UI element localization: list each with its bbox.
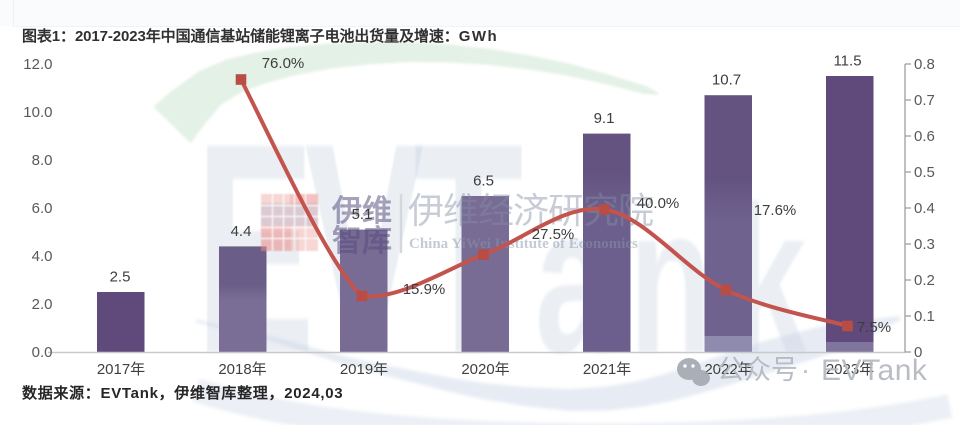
svg-text:公众号: 公众号 [717, 355, 798, 385]
svg-text:智库: 智库 [332, 225, 392, 258]
svg-text:15.9%: 15.9% [403, 281, 446, 298]
svg-text:数据来源：EVTank，伊维智库整理，2024,03: 数据来源：EVTank，伊维智库整理，2024,03 [22, 384, 343, 402]
svg-text:11.5: 11.5 [833, 53, 861, 70]
svg-text:0: 0 [914, 344, 922, 361]
svg-text:2.5: 2.5 [110, 269, 131, 286]
svg-text:0.0: 0.0 [32, 344, 53, 361]
svg-text:2021年: 2021年 [583, 361, 631, 378]
svg-text:6.5: 6.5 [473, 173, 494, 190]
svg-text:0.5: 0.5 [914, 164, 935, 181]
svg-text:17.6%: 17.6% [754, 202, 797, 219]
svg-text:2023年: 2023年 [826, 361, 874, 378]
svg-text:8.0: 8.0 [32, 152, 53, 169]
svg-text:2019年: 2019年 [340, 361, 388, 378]
svg-text:0.1: 0.1 [914, 308, 935, 325]
svg-text:27.5%: 27.5% [532, 226, 575, 243]
svg-text:2.0: 2.0 [32, 296, 53, 313]
svg-text:76.0%: 76.0% [262, 55, 305, 72]
svg-text:China YiWei Institute of Econo: China YiWei Institute of Economics [409, 236, 638, 252]
svg-text:图表1：2017-2023年中国通信基站储能锂离子电池出货量: 图表1：2017-2023年中国通信基站储能锂离子电池出货量及增速：GWh [22, 27, 498, 45]
svg-text:7.5%: 7.5% [857, 319, 891, 336]
svg-text:0.8: 0.8 [914, 56, 935, 73]
svg-text:40.0%: 40.0% [637, 195, 680, 212]
svg-text:10.0: 10.0 [23, 104, 52, 121]
svg-text:2018年: 2018年 [218, 361, 266, 378]
svg-text:·: · [801, 355, 810, 385]
svg-text:0.3: 0.3 [914, 236, 935, 253]
svg-text:4.4: 4.4 [231, 223, 252, 240]
svg-text:ank: ank [535, 162, 825, 397]
svg-text:2017年: 2017年 [97, 361, 145, 378]
svg-text:6.0: 6.0 [32, 200, 53, 217]
svg-text:0.6: 0.6 [914, 128, 935, 145]
svg-text:9.1: 9.1 [594, 110, 615, 127]
svg-text:4.0: 4.0 [32, 248, 53, 265]
svg-text:伊维: 伊维 [331, 195, 392, 228]
svg-text:12.0: 12.0 [23, 56, 52, 73]
svg-text:2020年: 2020年 [461, 361, 509, 378]
svg-text:0.4: 0.4 [914, 200, 935, 217]
svg-text:0.7: 0.7 [914, 92, 935, 109]
svg-text:5.1: 5.1 [352, 206, 373, 223]
svg-text:2022年: 2022年 [704, 361, 752, 378]
svg-text:10.7: 10.7 [712, 72, 741, 89]
svg-text:0.2: 0.2 [914, 272, 935, 289]
svg-text:EVTank: EVTank [821, 354, 928, 387]
